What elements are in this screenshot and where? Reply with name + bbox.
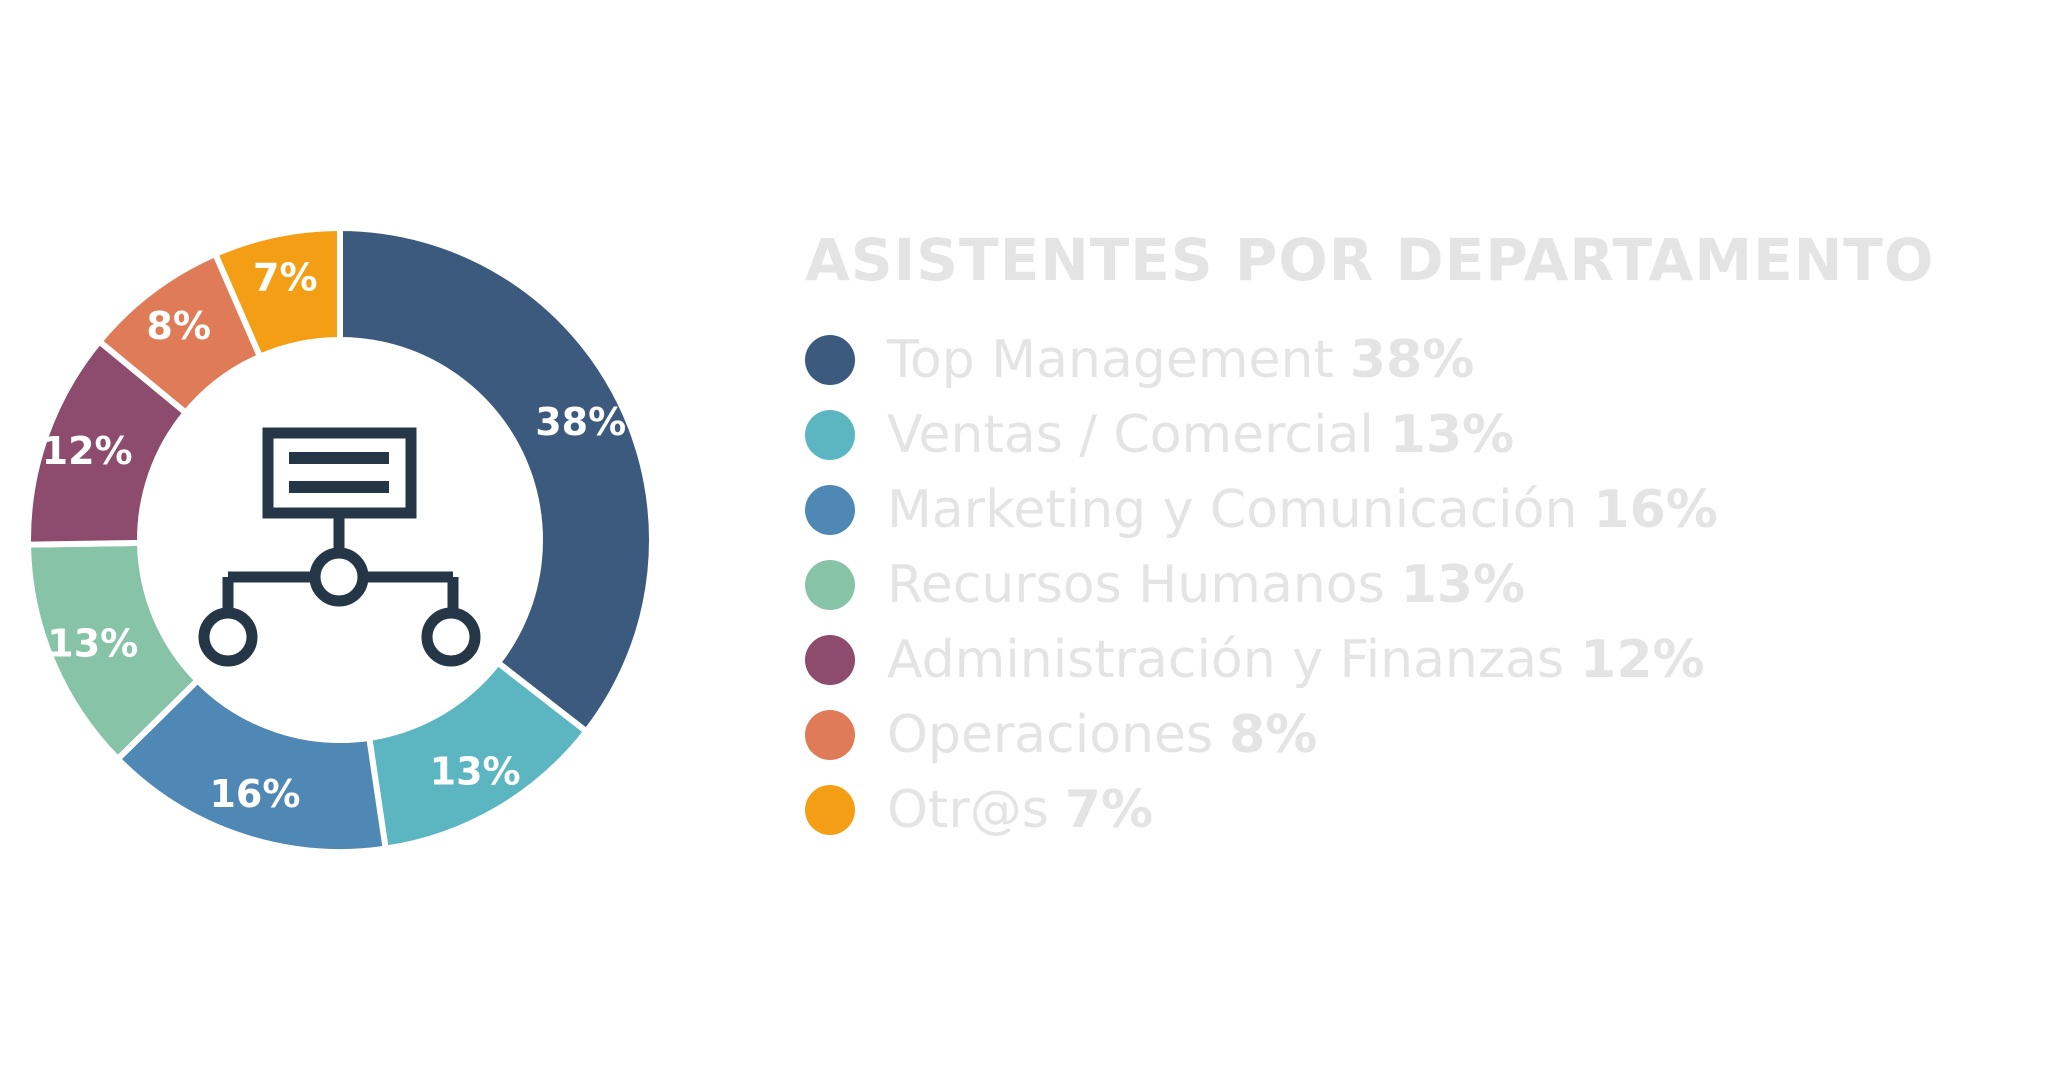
legend-swatch (805, 709, 855, 760)
org-chart-icon (198, 427, 481, 667)
legend-swatch (805, 334, 855, 385)
slice-value-label: 16% (209, 772, 300, 816)
legend-swatch (805, 559, 855, 610)
legend-item: Marketing y Comunicación 16% (805, 472, 1718, 547)
slice-value-label: 7% (253, 256, 318, 300)
legend-swatch (805, 634, 855, 685)
legend-swatch (805, 484, 855, 535)
legend-label: Ventas / Comercial (887, 404, 1374, 465)
legend-value: 13% (1389, 404, 1515, 465)
slice-value-label: 13% (47, 621, 138, 665)
legend-swatch (805, 409, 855, 460)
legend-value: 12% (1580, 629, 1705, 690)
legend-item: Ventas / Comercial 13% (805, 397, 1718, 472)
legend-value: 38% (1349, 329, 1475, 390)
chart-title: ASISTENTES POR DEPARTAMENTO (805, 226, 1935, 294)
legend-item: Top Management 38% (805, 322, 1718, 397)
legend-label: Top Management (887, 329, 1334, 390)
legend-label: Otr@s (887, 779, 1049, 840)
legend-label: Administración y Finanzas (887, 629, 1565, 690)
legend-label: Recursos Humanos (887, 554, 1385, 615)
legend-item: Administración y Finanzas 12% (805, 622, 1718, 697)
legend-value: 8% (1229, 704, 1318, 765)
legend-item: Otr@s 7% (805, 772, 1718, 847)
slice-value-label: 12% (42, 429, 133, 473)
donut-chart: 38% 13% 16% 13% 12% 8% 7% (24, 224, 655, 855)
donut-slice-6 (211, 224, 343, 361)
slice-value-label: 38% (535, 400, 626, 444)
legend-label: Operaciones (887, 704, 1214, 765)
slice-value-label: 13% (430, 749, 521, 793)
donut-slice-0 (337, 224, 655, 736)
legend-label: Marketing y Comunicación (887, 479, 1578, 540)
legend-value: 7% (1064, 779, 1154, 840)
chart-legend: Top Management 38% Ventas / Comercial 13% Ma… (805, 322, 1718, 847)
legend-value: 13% (1400, 554, 1526, 615)
legend-swatch (805, 784, 855, 835)
slice-labels: 38% 13% 16% 13% 12% 8% 7% (42, 256, 627, 817)
slice-value-label: 8% (146, 304, 211, 348)
donut-slices (24, 224, 655, 855)
legend-item: Recursos Humanos 13% (805, 547, 1718, 622)
legend-value: 16% (1593, 479, 1718, 540)
legend-item: Operaciones 8% (805, 697, 1718, 772)
